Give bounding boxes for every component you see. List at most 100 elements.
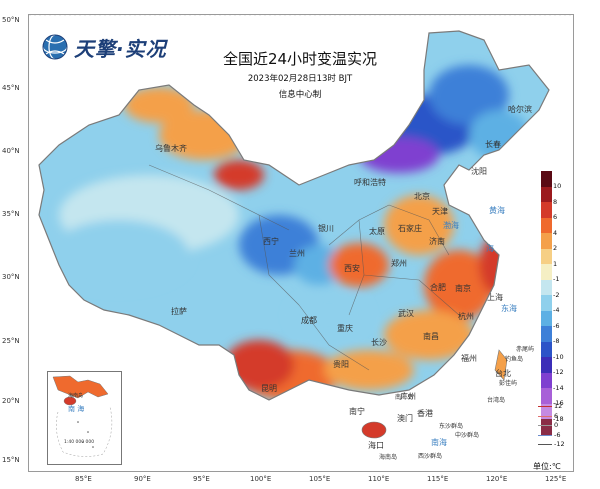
map-title: 全国近24小时变温实况 [222,50,378,68]
lon-label-95: 95°E [193,475,210,483]
legend-swatch [541,403,552,419]
inset-scale: 1:40 000 000 [64,440,95,445]
lon-label-115: 115°E [427,475,449,483]
city-label: 福州 [461,354,477,363]
legend-swatch [541,372,552,388]
city-label: 台北 [495,369,511,378]
legend-swatch [541,248,552,264]
city-label: 昆明 [261,384,277,393]
lat-label-15: 15°N [2,456,20,464]
contour-label: 12 [554,402,563,410]
map-subtitle: 2023年02月28日13时 BJT [247,74,353,84]
legend-swatch [541,264,552,280]
contour-legend-row: -12 [538,440,574,449]
legend-swatch [541,295,552,311]
contour-label: 6 [554,411,559,420]
legend-label: 10 [553,182,562,190]
island-label: 台湾岛 [487,397,506,404]
city-label: 上海 [487,293,503,302]
legend-label: -14 [553,383,564,392]
legend-swatch [541,202,552,218]
lat-label-35: 35°N [2,210,20,218]
city-label: 济南 [429,237,445,246]
city-label: 南昌 [423,332,439,341]
city-label: 重庆 [337,324,353,333]
sea-label: 渤海 [443,221,459,230]
city-label: 兰州 [289,249,305,258]
inset-island-label: 海南岛 [68,393,84,399]
legend-label: -12 [553,368,564,376]
city-label: 沈阳 [471,167,487,176]
city-label: 太原 [369,227,385,236]
lat-label-25: 25°N [2,337,20,345]
city-label: 成都 [301,316,317,325]
legend-swatch [541,326,552,342]
sea-label: 东海 [501,304,517,313]
legend-label: -10 [553,352,564,361]
legend-label: -2 [553,290,560,299]
legend-swatch [541,186,552,202]
city-label: 杭州 [458,312,474,321]
legend-label: -1 [553,275,560,283]
contour-legend-row: -6 [538,431,574,440]
legend-swatch [541,233,552,249]
city-label: 石家庄 [398,224,422,233]
city-label: 呼和浩特 [354,178,386,187]
color-legend [541,171,552,435]
city-label: 贵阳 [333,360,349,369]
logo: 天擎·实况 [40,30,167,64]
legend-label: 6 [553,213,558,221]
lon-label-100: 100°E [250,475,272,483]
city-label: 广州 [400,392,416,401]
city-label: 银川 [318,224,334,233]
inset-sea-label: 南 海 [68,405,85,413]
globe-icon [42,34,68,60]
city-label: 乌鲁木齐 [155,144,187,153]
legend-label: -8 [553,337,560,345]
lon-label-110: 110°E [368,475,390,483]
island-label: 东沙群岛 [439,423,464,430]
contour-legend-row: 0 [538,421,574,430]
legend-swatch [541,217,552,233]
island-label: 赤尾屿 [516,346,535,353]
island-label: 彭佳屿 [499,380,518,387]
city-label: 北京 [414,192,430,201]
map-source: 信息中心制 [278,90,322,100]
lon-label-105: 105°E [309,475,331,483]
lat-label-30: 30°N [2,273,20,281]
city-label: 长沙 [371,338,387,347]
lat-label-50: 50°N [2,16,20,24]
lat-label-45: 45°N [2,84,20,92]
contour-line-swatch [538,434,552,436]
legend-swatch [541,171,552,187]
sea-label: 海 [486,244,494,253]
contour-label: -6 [554,430,561,439]
lon-label-90: 90°E [134,475,151,483]
legend-label: -6 [553,321,560,330]
unit-label: 单位:℃ [533,462,561,471]
legend-swatch [541,310,552,326]
legend-label: 2 [553,244,558,252]
lon-label-120: 120°E [486,475,508,483]
legend-label: -18 [553,414,564,423]
legend-swatch [541,419,552,435]
city-label: 郑州 [391,259,407,268]
legend-label: 8 [553,197,558,206]
lat-label-40: 40°N [2,147,20,155]
city-label: 天津 [432,207,448,216]
contour-line-swatch [538,425,552,426]
island-label: 中沙群岛 [455,432,480,439]
sea-label: 南海 [431,438,447,447]
city-label: 哈尔滨 [508,105,532,114]
city-label: 西安 [344,264,360,273]
legend-swatch [541,341,552,357]
island-label: 南海岛 [395,394,414,401]
logo-text: 天擎·实况 [74,36,167,61]
legend-swatch [541,279,552,295]
sea-label: 黄海 [489,206,505,215]
south-china-sea-inset: 海南岛 南 海 1:40 000 000 [47,371,122,465]
city-label: 澳门 [397,414,413,423]
contour-label: 0 [554,421,559,429]
island-label: 西沙群岛 [418,453,443,460]
legend-label: -4 [553,306,560,314]
